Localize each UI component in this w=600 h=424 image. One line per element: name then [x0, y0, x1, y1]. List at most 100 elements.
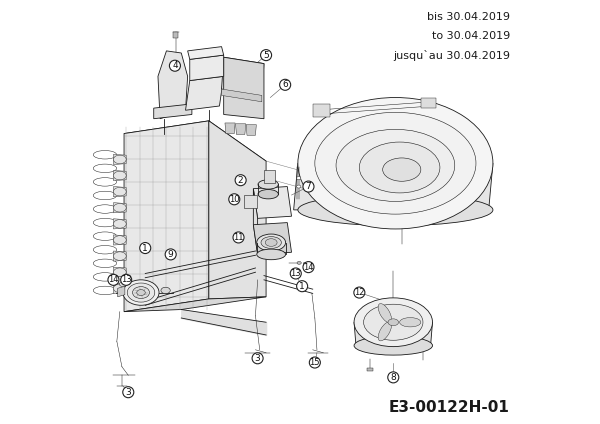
- Ellipse shape: [354, 298, 433, 347]
- Text: 13: 13: [121, 275, 131, 285]
- Ellipse shape: [94, 218, 116, 227]
- Text: 14: 14: [108, 275, 119, 285]
- Ellipse shape: [127, 283, 155, 302]
- Polygon shape: [224, 57, 264, 119]
- Ellipse shape: [383, 158, 421, 181]
- Polygon shape: [190, 55, 224, 81]
- Ellipse shape: [261, 237, 281, 248]
- Text: 9: 9: [168, 250, 173, 259]
- Text: 6: 6: [282, 80, 288, 89]
- Polygon shape: [113, 219, 126, 229]
- Text: 8: 8: [391, 373, 396, 382]
- Circle shape: [140, 243, 151, 254]
- Circle shape: [296, 281, 308, 292]
- Ellipse shape: [113, 268, 126, 276]
- Text: 4: 4: [172, 61, 178, 70]
- Ellipse shape: [257, 249, 286, 259]
- Polygon shape: [113, 203, 126, 213]
- Polygon shape: [367, 368, 373, 371]
- Text: 3: 3: [125, 388, 131, 397]
- Ellipse shape: [123, 280, 159, 305]
- Circle shape: [121, 274, 131, 285]
- Circle shape: [303, 262, 314, 273]
- Polygon shape: [253, 187, 292, 218]
- Circle shape: [123, 387, 134, 398]
- Ellipse shape: [378, 304, 391, 323]
- Ellipse shape: [119, 282, 127, 287]
- Text: bis 30.04.2019: bis 30.04.2019: [427, 12, 510, 22]
- Polygon shape: [253, 189, 257, 254]
- Bar: [173, 32, 178, 38]
- Ellipse shape: [161, 287, 170, 293]
- Polygon shape: [118, 286, 125, 297]
- Circle shape: [252, 353, 263, 364]
- Polygon shape: [236, 124, 246, 134]
- Ellipse shape: [296, 185, 301, 188]
- Polygon shape: [113, 170, 126, 181]
- Ellipse shape: [257, 234, 286, 251]
- Text: 15: 15: [310, 358, 320, 367]
- Polygon shape: [113, 251, 126, 261]
- Ellipse shape: [113, 252, 126, 260]
- Ellipse shape: [400, 318, 421, 327]
- Circle shape: [310, 357, 320, 368]
- Ellipse shape: [94, 151, 116, 159]
- Circle shape: [280, 79, 290, 90]
- Polygon shape: [293, 163, 493, 210]
- Ellipse shape: [113, 204, 126, 212]
- Circle shape: [169, 60, 181, 71]
- Text: jusqu`au 30.04.2019: jusqu`au 30.04.2019: [393, 50, 510, 61]
- Polygon shape: [113, 235, 126, 245]
- Ellipse shape: [258, 180, 278, 189]
- Ellipse shape: [137, 290, 145, 296]
- Ellipse shape: [297, 261, 301, 265]
- Ellipse shape: [292, 269, 298, 274]
- Polygon shape: [158, 51, 188, 119]
- Ellipse shape: [113, 220, 126, 228]
- Ellipse shape: [298, 98, 493, 229]
- Ellipse shape: [265, 239, 277, 246]
- Polygon shape: [113, 187, 126, 197]
- Polygon shape: [209, 121, 266, 299]
- Ellipse shape: [113, 171, 126, 180]
- Polygon shape: [421, 98, 436, 108]
- Text: 10: 10: [229, 195, 239, 204]
- Polygon shape: [313, 104, 329, 117]
- Polygon shape: [124, 121, 209, 312]
- Text: 5: 5: [263, 50, 269, 60]
- Ellipse shape: [133, 287, 149, 298]
- Circle shape: [388, 372, 399, 383]
- Polygon shape: [221, 57, 264, 95]
- Ellipse shape: [258, 190, 278, 199]
- Circle shape: [108, 274, 119, 285]
- Ellipse shape: [113, 236, 126, 244]
- Ellipse shape: [94, 205, 116, 213]
- Text: 14: 14: [303, 262, 314, 272]
- Ellipse shape: [378, 322, 391, 341]
- Ellipse shape: [94, 232, 116, 240]
- Polygon shape: [113, 283, 126, 293]
- Circle shape: [165, 249, 176, 260]
- Text: 2: 2: [238, 176, 244, 185]
- Polygon shape: [113, 154, 126, 165]
- Ellipse shape: [94, 286, 116, 295]
- Text: 1: 1: [299, 282, 305, 291]
- Text: 12: 12: [354, 288, 365, 297]
- Text: to 30.04.2019: to 30.04.2019: [431, 31, 510, 41]
- Text: E3-00122H-01: E3-00122H-01: [389, 399, 510, 415]
- Circle shape: [260, 50, 272, 61]
- Polygon shape: [124, 121, 266, 174]
- Circle shape: [229, 194, 240, 205]
- Text: 3: 3: [255, 354, 260, 363]
- Polygon shape: [264, 170, 275, 183]
- Polygon shape: [354, 322, 433, 346]
- Ellipse shape: [298, 194, 493, 226]
- Polygon shape: [221, 89, 262, 102]
- Ellipse shape: [94, 191, 116, 200]
- Circle shape: [303, 181, 314, 192]
- Ellipse shape: [94, 259, 116, 268]
- Polygon shape: [304, 262, 311, 268]
- Polygon shape: [246, 125, 256, 135]
- Polygon shape: [225, 123, 235, 134]
- Ellipse shape: [94, 164, 116, 173]
